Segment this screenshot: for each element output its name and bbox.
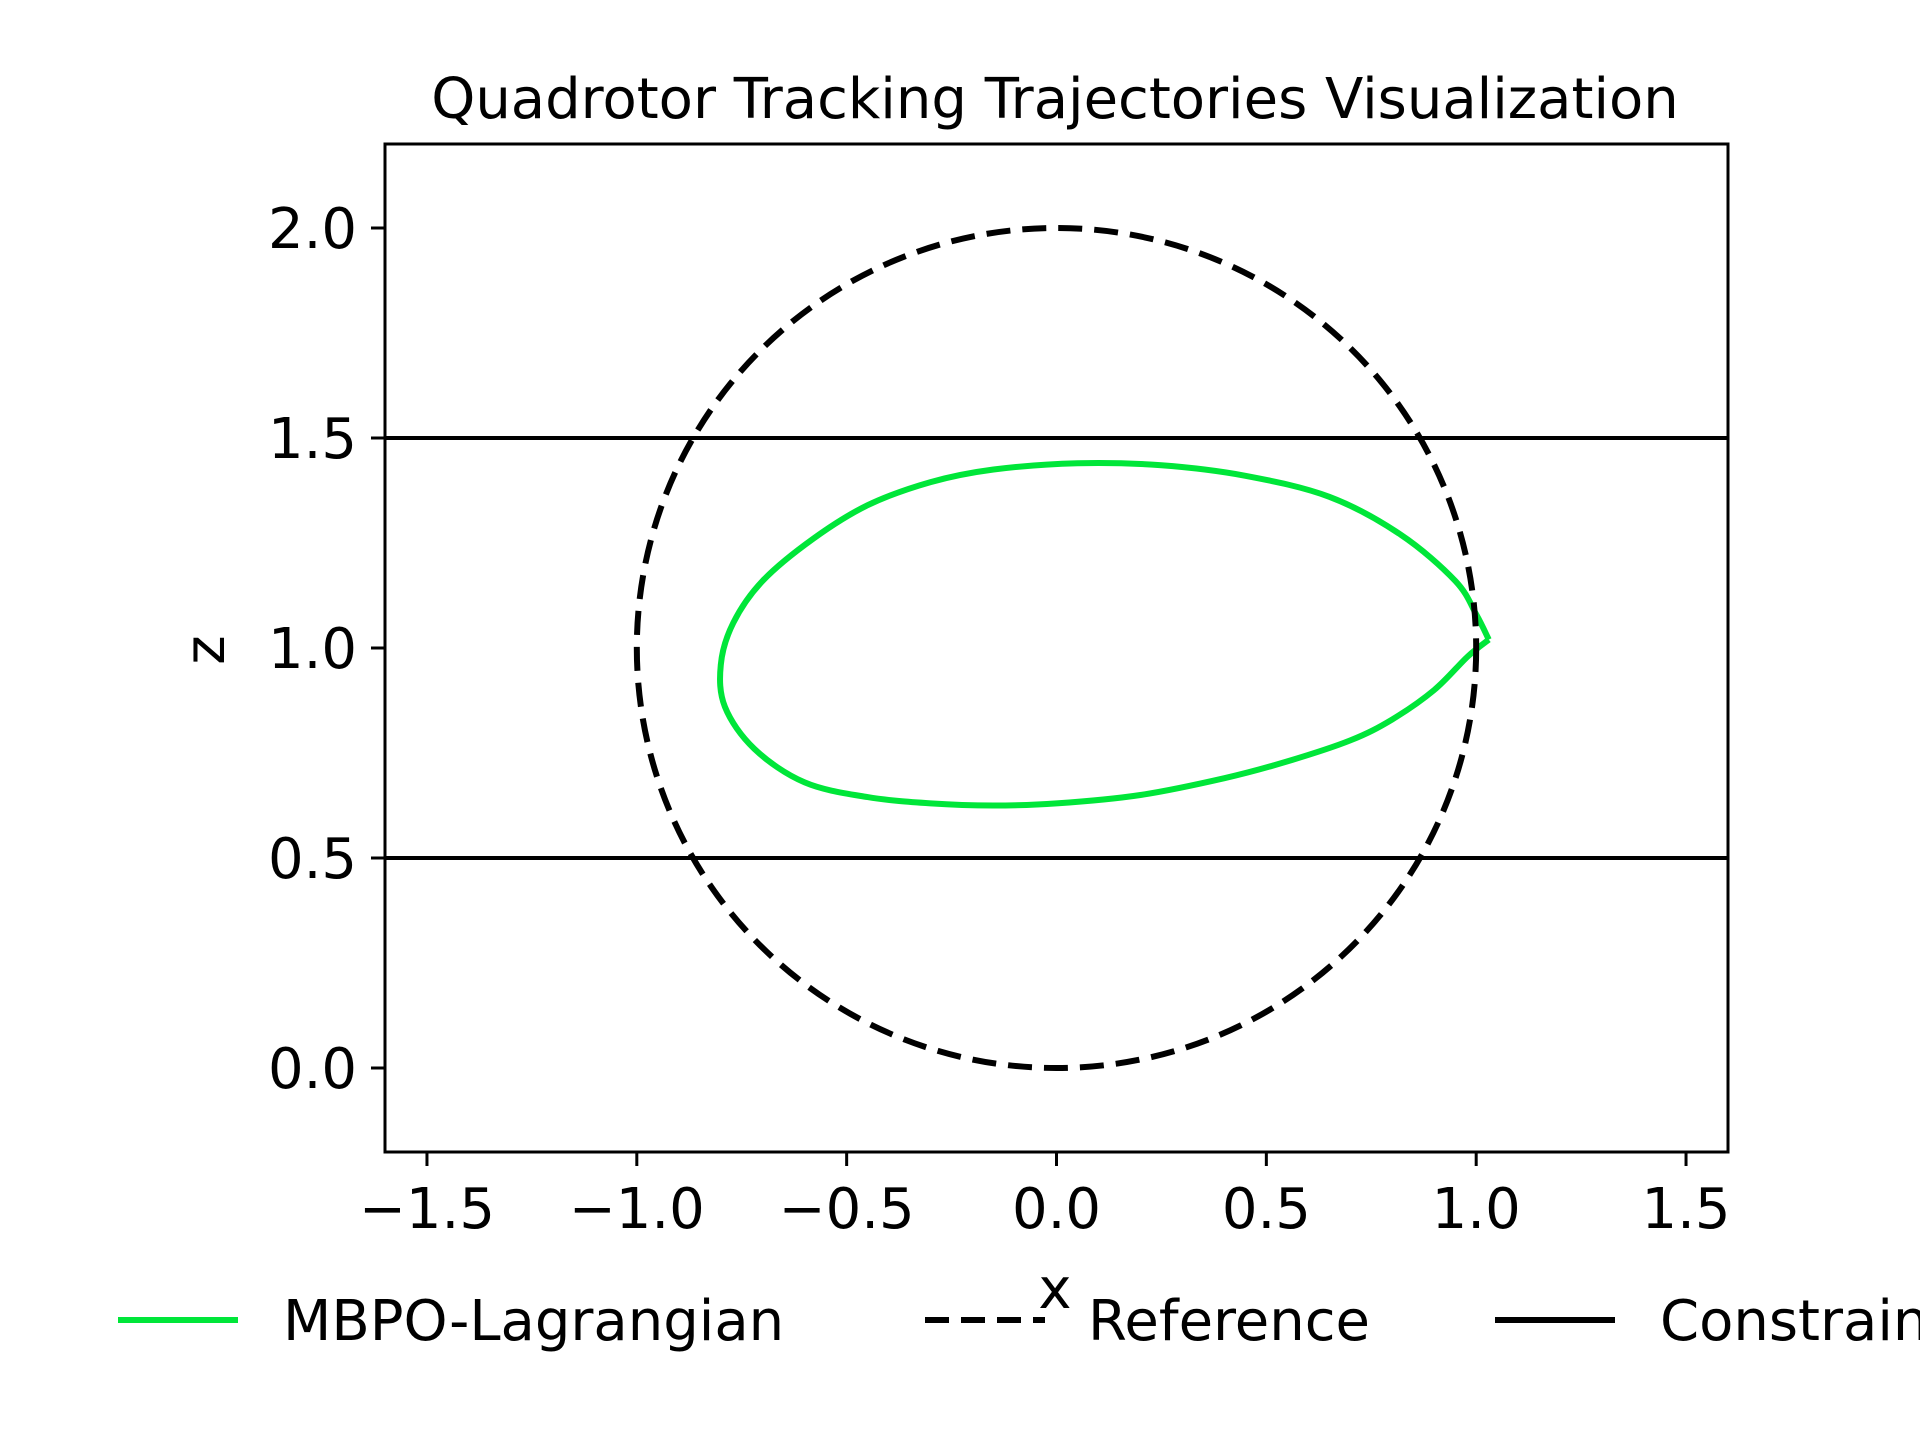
x-tick-label: 1.5 [1642, 1177, 1731, 1242]
x-axis: −1.5 −1.0 −0.5 0.0 0.5 1.0 1.5 [359, 1152, 1731, 1242]
legend-label: Constraint [1660, 1289, 1920, 1354]
y-tick-label: 1.5 [268, 407, 357, 472]
chart-title: Quadrotor Tracking Trajectories Visualiz… [431, 67, 1679, 132]
legend-label: MBPO-Lagrangian [283, 1289, 784, 1354]
legend: MBPO-Lagrangian Reference Constraint [118, 1289, 1920, 1354]
plot-frame [383, 142, 1730, 1154]
y-tick-label: 1.0 [268, 617, 357, 682]
x-tick-label: 0.5 [1222, 1177, 1311, 1242]
y-axis-label: z [173, 635, 238, 664]
plot-area [385, 225, 1728, 1071]
x-tick-label: −1.5 [359, 1177, 495, 1242]
mbpo-lagrangian-trajectory [717, 459, 1492, 809]
y-tick-label: 0.5 [268, 827, 357, 892]
x-tick-label: 0.0 [1012, 1177, 1101, 1242]
y-tick-label: 0.0 [268, 1037, 357, 1102]
x-tick-label: −0.5 [779, 1177, 915, 1242]
x-tick-label: 1.0 [1432, 1177, 1521, 1242]
x-tick-label: −1.0 [569, 1177, 705, 1242]
legend-label: Reference [1088, 1289, 1370, 1354]
x-axis-label: x [1038, 1257, 1071, 1322]
y-tick-label: 2.0 [268, 197, 357, 262]
reference-circle [633, 225, 1480, 1071]
y-axis: 0.0 0.5 1.0 1.5 2.0 [268, 197, 385, 1102]
